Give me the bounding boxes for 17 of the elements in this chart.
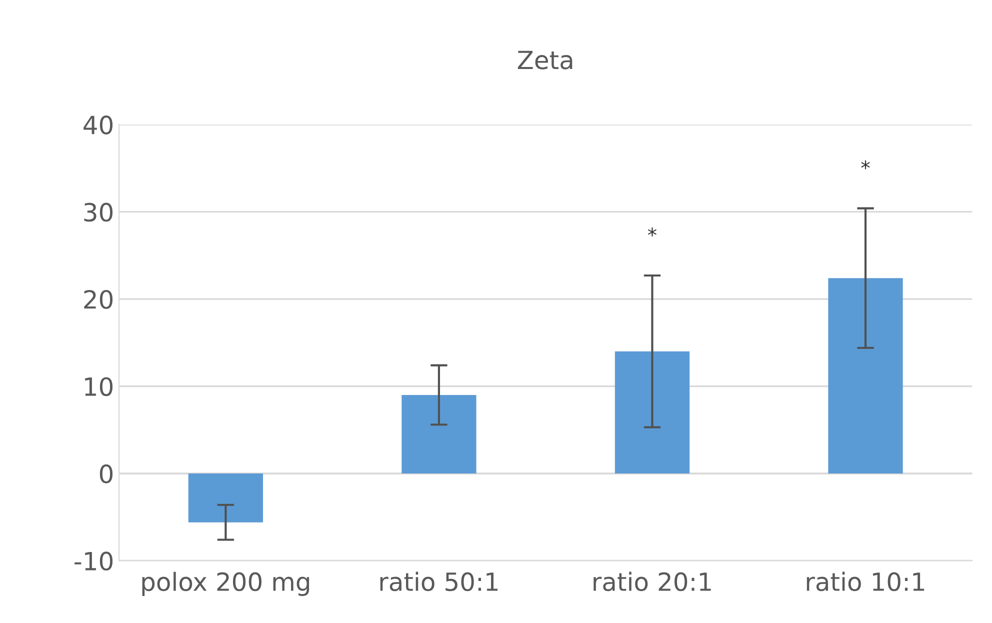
x-tick-label: ratio 50:1 xyxy=(380,572,498,592)
annotation: * xyxy=(861,160,870,170)
x-tick-label: ratio 20:1 xyxy=(594,572,711,592)
x-tick-label: polox 200 mg xyxy=(142,572,310,596)
y-tick-label: 10 xyxy=(85,377,113,396)
x-tick-label: ratio 10:1 xyxy=(806,572,924,592)
y-tick-label: 30 xyxy=(84,202,113,222)
annotation: * xyxy=(648,228,657,236)
bar xyxy=(188,473,264,522)
y-tick-label: 20 xyxy=(84,290,113,309)
y-tick-label: 40 xyxy=(84,116,113,134)
y-tick-label: -10 xyxy=(74,552,113,571)
bar xyxy=(402,394,476,474)
y-tick-label: 0 xyxy=(100,464,113,484)
bar xyxy=(614,351,690,474)
chart-title: Zeta xyxy=(518,50,572,70)
bar xyxy=(828,278,903,474)
